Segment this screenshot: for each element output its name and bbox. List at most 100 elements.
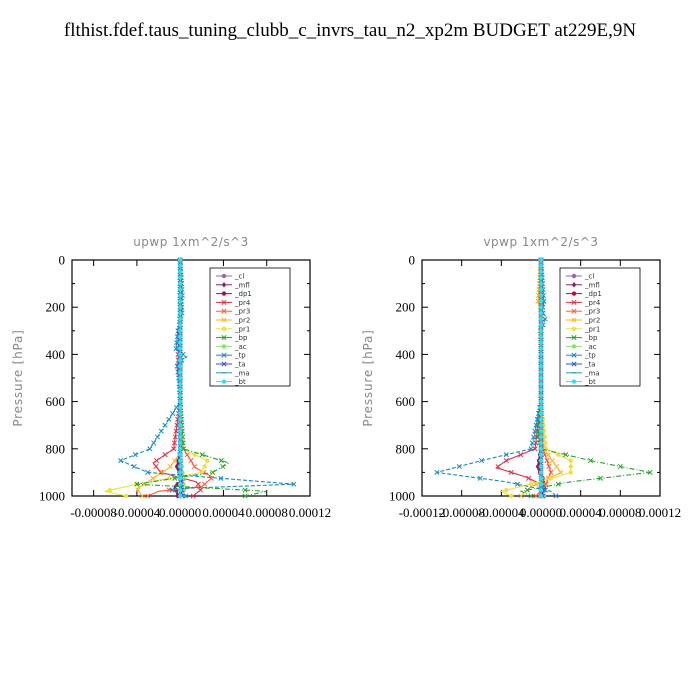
data-point (538, 405, 544, 410)
data-point (538, 305, 544, 310)
legend-marker (221, 282, 227, 288)
data-point (177, 299, 183, 304)
data-point (617, 463, 623, 470)
legend-label: _ta (584, 361, 596, 369)
data-point (177, 452, 183, 457)
data-point (538, 458, 544, 463)
legend: _cl_mfl_dp1_pr4_pr3_pr2_pr1_bp_ac_tp_ta_… (559, 267, 641, 387)
legend-marker (571, 326, 577, 331)
data-point (177, 334, 183, 339)
data-point (145, 493, 151, 499)
data-point (538, 364, 544, 369)
data-point (538, 299, 544, 304)
data-point (173, 404, 179, 411)
data-point (177, 493, 183, 499)
y-tick-label: 800 (46, 441, 66, 456)
data-point (220, 463, 226, 470)
legend-label: _cl (584, 273, 594, 281)
data-point (528, 493, 534, 499)
data-point (135, 487, 141, 493)
data-point (118, 458, 124, 464)
x-tick-label: -0.00004 (114, 505, 161, 520)
data-point (538, 423, 544, 428)
data-point (568, 470, 573, 475)
data-point (538, 340, 544, 345)
y-axis-label: Pressure [hPa] (361, 329, 375, 426)
data-point (538, 310, 544, 316)
data-point (538, 293, 544, 298)
data-point (208, 475, 214, 481)
data-point (568, 458, 573, 463)
legend-label: _ac (584, 343, 597, 351)
data-point (538, 328, 544, 333)
data-point (131, 463, 137, 470)
data-point (184, 452, 190, 458)
data-point (177, 487, 183, 493)
x-tick-label: -0.00008 (70, 505, 117, 520)
y-tick-label: 600 (396, 394, 416, 409)
legend-marker (571, 273, 577, 279)
data-point (538, 269, 544, 274)
legend-label: _bt (234, 378, 246, 386)
data-point (177, 316, 183, 322)
data-point (177, 352, 183, 357)
x-tick-label: 0.00012 (639, 505, 681, 520)
legend-label: _ma (584, 369, 600, 377)
data-point (177, 440, 183, 446)
legend-label: _dp1 (234, 290, 252, 298)
data-point (171, 440, 178, 446)
data-point (201, 481, 208, 487)
data-point (177, 482, 183, 487)
legend-label: _mfl (584, 281, 600, 289)
data-point (166, 416, 172, 422)
x-tick-label: 0.00008 (246, 505, 288, 520)
x-tick-label: 0.00004 (560, 505, 603, 520)
data-point (543, 440, 548, 446)
legend-label: _cl (234, 273, 244, 281)
data-point (538, 476, 544, 481)
data-point (192, 463, 198, 470)
legend-label: _tp (584, 352, 596, 360)
data-point (177, 476, 183, 481)
data-point (544, 458, 550, 464)
data-point (195, 481, 201, 487)
data-point (154, 434, 161, 440)
subplot-title: upwp 1xm^2/s^3 (133, 235, 249, 249)
data-point (177, 458, 183, 463)
data-point (197, 487, 203, 493)
y-tick-label: 800 (396, 441, 416, 456)
data-point (177, 399, 183, 404)
data-point (177, 257, 183, 263)
data-point (205, 458, 210, 463)
data-point (553, 493, 559, 499)
data-point (177, 393, 183, 398)
data-point (171, 446, 177, 452)
y-tick-label: 0 (59, 253, 66, 268)
data-point (177, 428, 183, 434)
series-bt (538, 257, 544, 499)
legend-label: _ta (234, 361, 246, 369)
data-point (518, 452, 524, 458)
data-point (495, 463, 501, 470)
data-point (218, 458, 224, 464)
data-point (538, 387, 544, 392)
data-point (534, 416, 540, 422)
data-point (177, 281, 183, 286)
data-point (177, 328, 183, 333)
data-point (538, 470, 544, 475)
data-point (528, 446, 534, 452)
data-point (199, 470, 205, 475)
data-point (177, 364, 183, 369)
x-tick-label: 0.00008 (599, 505, 641, 520)
legend-marker (571, 308, 577, 314)
data-point (538, 464, 544, 469)
data-point (533, 422, 539, 428)
legend-marker (571, 361, 577, 367)
data-point (526, 475, 532, 481)
legend-marker (571, 291, 577, 296)
data-point (145, 469, 151, 475)
data-point (210, 469, 216, 475)
data-point (177, 305, 183, 310)
data-point (538, 358, 544, 363)
x-tick-label: -0.00004 (478, 505, 525, 520)
